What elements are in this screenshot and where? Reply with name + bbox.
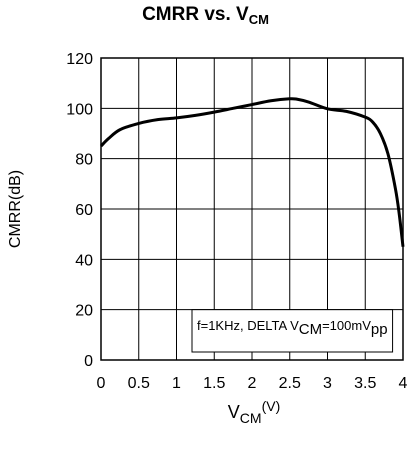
y-tick-label: 80 (75, 152, 93, 169)
x-tick-label: 0 (97, 375, 106, 392)
plot-frame (100, 57, 404, 361)
y-tick-label: 0 (84, 353, 93, 370)
y-tick-label: 60 (75, 202, 93, 219)
y-tick-label: 100 (66, 101, 93, 118)
x-tick-label: 2 (248, 375, 257, 392)
x-tick-label: 0.5 (128, 375, 150, 392)
annotation: f=1KHz, DELTA VCM=100mVpp (197, 318, 388, 338)
x-tick-label: 4 (399, 375, 408, 392)
annotation-mid: =100mV (322, 318, 371, 333)
y-tick-label: 20 (75, 303, 93, 320)
annotation-sub1: CM (299, 321, 322, 338)
x-tick-label: 2.5 (279, 375, 301, 392)
x-tick-label: 3 (323, 375, 332, 392)
annotation-prefix: f=1KHz, DELTA V (197, 318, 299, 333)
x-tick-label: 1.5 (203, 375, 225, 392)
y-tick-label: 40 (75, 252, 93, 269)
y-axis-label: CMRR(dB) (7, 170, 24, 248)
annotation-sub2: pp (371, 321, 388, 338)
cmrr-curve (99, 97, 405, 247)
chart-title: CMRR vs. VCM (142, 4, 269, 27)
y-tick-label: 120 (66, 51, 93, 68)
x-tick-label: 3.5 (354, 375, 376, 392)
x-tick-label: 1 (172, 375, 181, 392)
x-axis-label: VCM(V) (227, 398, 281, 426)
annotation-box (191, 309, 394, 353)
